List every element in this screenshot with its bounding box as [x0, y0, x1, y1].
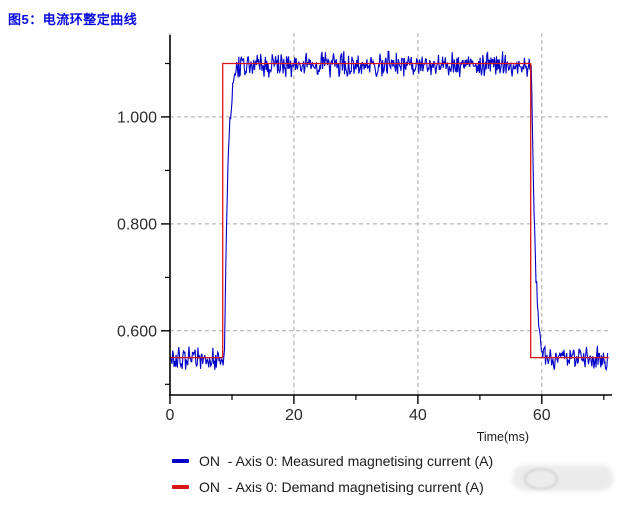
legend-item-demand: ON - Axis 0: Demand magnetising current … — [172, 474, 493, 500]
legend-item-label: ON - Axis 0: Demand magnetising current … — [199, 479, 484, 495]
demand-series-swatch — [172, 485, 189, 489]
measured-current-line — [170, 50, 609, 371]
x-tick-label: 60 — [533, 407, 551, 424]
x-tick-label: 0 — [166, 407, 175, 424]
watermark-scribble — [524, 468, 558, 490]
demand-current-line — [170, 62, 609, 359]
x-tick-label: 40 — [409, 407, 427, 424]
legend-item-label: ON - Axis 0: Measured magnetising curren… — [199, 453, 494, 469]
chart-legend: ON - Axis 0: Measured magnetising curren… — [172, 448, 493, 500]
x-tick-label: 20 — [285, 407, 303, 424]
y-tick-label: 0.800 — [117, 216, 157, 233]
x-axis-label: Time(ms) — [477, 430, 529, 444]
page-title: 图5：电流环整定曲线 — [8, 12, 138, 27]
measured-series-swatch — [172, 459, 189, 463]
legend-item-measured: ON - Axis 0: Measured magnetising curren… — [172, 448, 493, 474]
y-tick-label: 1.000 — [117, 109, 157, 126]
y-tick-label: 0.600 — [117, 323, 157, 340]
